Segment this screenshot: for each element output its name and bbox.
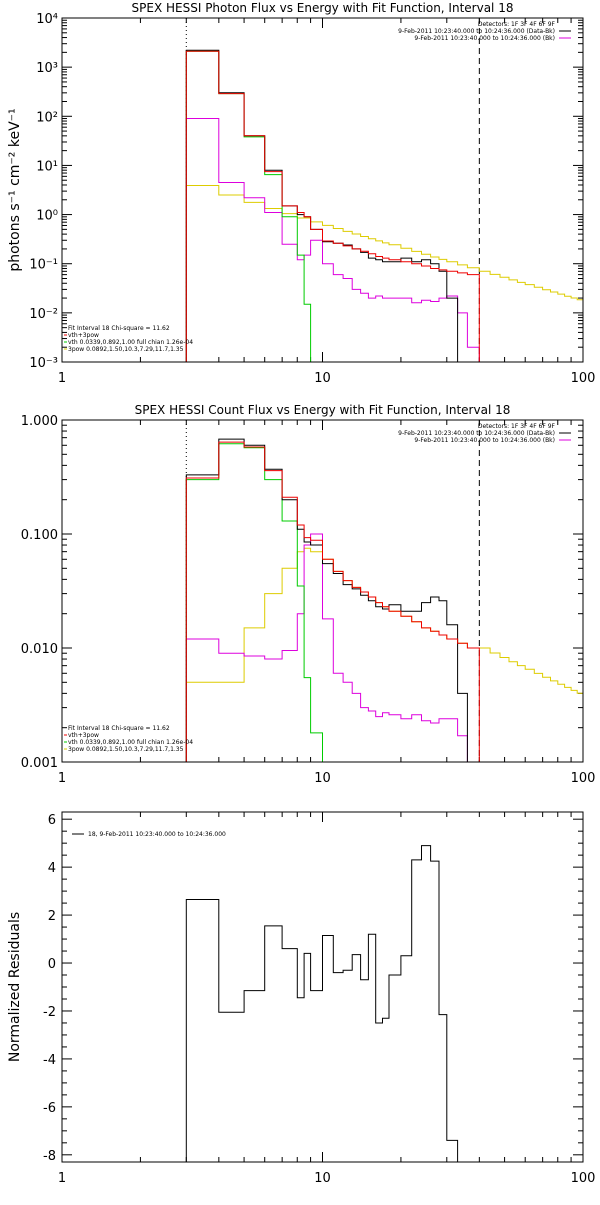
y-tick-label: 10⁻¹ bbox=[29, 258, 58, 273]
x-tick-label: 10 bbox=[314, 371, 331, 386]
series-residuals bbox=[185, 845, 459, 1162]
y-ticks bbox=[62, 818, 583, 1156]
y-tick-label: -6 bbox=[43, 1101, 56, 1116]
legend-text: 3pow 0.0892,1.50,10.3,7.29,11.7,1.35 bbox=[68, 746, 184, 753]
y-tick-label: 10⁴ bbox=[36, 12, 58, 27]
chart-title: SPEX HESSI Count Flux vs Energy with Fit… bbox=[135, 403, 511, 417]
legend-text: vth 0.0339,0.892,1.00 full chian 1.26e-0… bbox=[68, 739, 193, 746]
chart-3: Normalized Residuals 1 10 100 -8 -6 -4 -2 0 2 4 6 18… bbox=[7, 811, 596, 1186]
legend-text: 3pow 0.0892,1.50,10.3,7.29,11.7,1.35 bbox=[68, 346, 184, 353]
legend-text: Fit Interval 18 Chi-square = 11.62 bbox=[68, 325, 170, 332]
chart-1: SPEX HESSI Photon Flux vs Energy with Fi… bbox=[7, 1, 595, 386]
series-fit bbox=[185, 441, 480, 762]
chart-2: SPEX HESSI Count Flux vs Energy with Fit… bbox=[21, 403, 596, 786]
plot-frame bbox=[61, 419, 584, 763]
plot-area bbox=[185, 18, 583, 362]
y-tick-label: 2 bbox=[48, 909, 56, 924]
y-tick-label: -2 bbox=[43, 1005, 56, 1020]
y-tick-label: 10⁻³ bbox=[29, 356, 58, 371]
legend-text: Detectors: 1F 3F 4F 6F 9F bbox=[478, 423, 556, 430]
chart-title: SPEX HESSI Photon Flux vs Energy with Fi… bbox=[132, 1, 514, 15]
legend-top-right: Detectors: 1F 3F 4F 6F 9F9-Feb-2011 10:2… bbox=[398, 423, 571, 444]
y-tick-label: 0.010 bbox=[21, 642, 58, 657]
legend-text: Fit Interval 18 Chi-square = 11.62 bbox=[68, 725, 170, 732]
legend-text: 9-Feb-2011 10:23:40.000 to 10:24:36.000 … bbox=[414, 437, 555, 444]
series-powerlaw-tail bbox=[479, 647, 583, 694]
x-tick-label: 1 bbox=[58, 771, 66, 786]
y-tick-label: 10¹ bbox=[36, 159, 58, 174]
series-powerlaw bbox=[185, 185, 583, 362]
x-tick-label: 1 bbox=[58, 371, 66, 386]
series-data bbox=[185, 49, 480, 362]
y-tick-label: -8 bbox=[43, 1149, 56, 1164]
legend-text: 9-Feb-2011 10:23:40.000 to 10:24:36.000 … bbox=[414, 35, 555, 42]
plot-area bbox=[185, 845, 459, 1162]
y-tick-label: 10⁻² bbox=[29, 307, 58, 322]
series-fit bbox=[185, 50, 480, 362]
y-ticks bbox=[62, 17, 583, 363]
y-tick-label: 0.001 bbox=[21, 756, 58, 771]
x-tick-label: 1 bbox=[58, 1171, 66, 1186]
y-tick-label: 10² bbox=[36, 110, 58, 125]
series-thermal bbox=[185, 50, 323, 362]
y-tick-label: 10³ bbox=[36, 61, 58, 76]
legend-text: vth+3pow bbox=[68, 332, 99, 339]
x-ticks bbox=[61, 18, 584, 362]
plot-area bbox=[185, 420, 583, 762]
y-tick-label: 0 bbox=[48, 957, 56, 972]
y-tick-label: 0.100 bbox=[21, 528, 58, 543]
y-tick-label: -4 bbox=[43, 1053, 56, 1068]
y-axis-label: photons s⁻¹ cm⁻² keV⁻¹ bbox=[7, 108, 23, 271]
legend-text: 18, 9-Feb-2011 10:23:40.000 to 10:24:36.… bbox=[88, 831, 226, 838]
series-background bbox=[185, 118, 480, 362]
series-background bbox=[185, 533, 480, 762]
plot-frame bbox=[61, 811, 584, 1163]
y-tick-label: 1.000 bbox=[21, 414, 58, 429]
legend-bottom-left: Fit Interval 18 Chi-square = 11.62vth+3p… bbox=[64, 725, 193, 753]
legend-top-right: Detectors: 1F 3F 4F 6F 9F9-Feb-2011 10:2… bbox=[398, 21, 571, 42]
y-tick-label: 10⁰ bbox=[36, 209, 58, 224]
x-tick-label: 100 bbox=[571, 771, 596, 786]
legend-text: vth+3pow bbox=[68, 732, 99, 739]
x-tick-label: 100 bbox=[571, 371, 596, 386]
legend-top-left: 18, 9-Feb-2011 10:23:40.000 to 10:24:36.… bbox=[72, 831, 226, 838]
x-tick-label: 10 bbox=[314, 771, 331, 786]
plot-frame bbox=[61, 17, 584, 363]
legend-text: 9-Feb-2011 10:23:40.000 to 10:24:36.000 … bbox=[398, 430, 555, 437]
legend-text: Detectors: 1F 3F 4F 6F 9F bbox=[478, 21, 556, 28]
legend-text: vth 0.0339,0.892,1.00 full chian 1.26e-0… bbox=[68, 339, 193, 346]
y-tick-label: 4 bbox=[48, 861, 56, 876]
series-data bbox=[185, 438, 480, 762]
legend-bottom-left: Fit Interval 18 Chi-square = 11.62vth+3p… bbox=[64, 325, 193, 353]
y-axis-label: Normalized Residuals bbox=[7, 912, 23, 1062]
series-thermal bbox=[185, 443, 334, 762]
y-tick-label: 6 bbox=[48, 813, 56, 828]
legend-text: 9-Feb-2011 10:23:40.000 to 10:24:36.000 … bbox=[398, 28, 555, 35]
x-tick-label: 100 bbox=[571, 1171, 596, 1186]
x-tick-label: 10 bbox=[314, 1171, 331, 1186]
